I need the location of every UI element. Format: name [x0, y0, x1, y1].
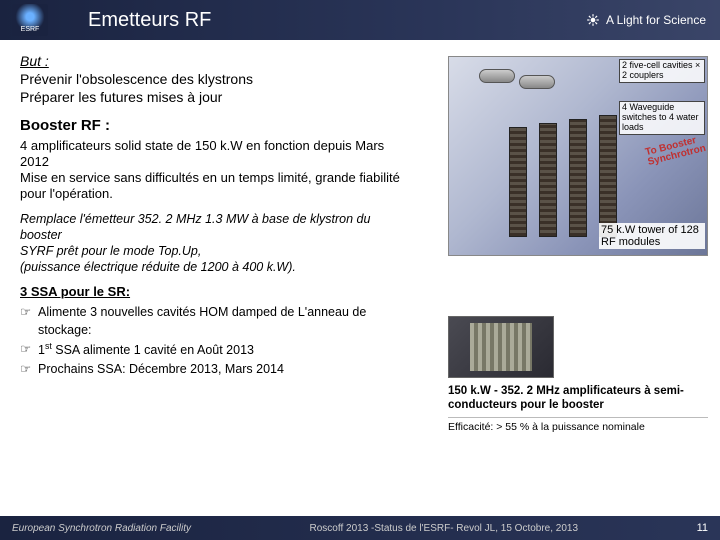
amplifier-box: 150 k.W - 352. 2 MHz amplificateurs à se… [448, 316, 708, 433]
esrf-logo: ESRF [12, 4, 48, 36]
tower-shape [569, 119, 587, 237]
sr-b2-pre: 1 [38, 343, 45, 357]
sr-bullets: ☞ Alimente 3 nouvelles cavités HOM dampe… [20, 303, 420, 379]
hand-icon: ☞ [20, 303, 38, 341]
tagline: A Light for Science [586, 13, 706, 27]
footer-center: Roscoff 2013 -Status de l'ESRF- Revol JL… [191, 523, 697, 534]
replace-l1: Remplace l'émetteur 352. 2 MHz 1.3 MW à … [20, 212, 370, 242]
sr-b1-text: Alimente 3 nouvelles cavités HOM damped … [38, 303, 420, 341]
tagline-text: A Light for Science [606, 13, 706, 27]
replace-l2: SYRF prêt pour le mode Top.Up, [20, 244, 201, 258]
cavity-shape [519, 75, 555, 89]
replace-l3: (puissance électrique réduite de 1200 à … [20, 260, 296, 274]
annotation-cavities: 2 five-cell cavities × 2 couplers [619, 59, 705, 83]
tower-shape [599, 115, 617, 237]
hand-icon: ☞ [20, 340, 38, 360]
but-line1: Prévenir l'obsolescence des klystrons [20, 71, 253, 87]
but-label: But : [20, 53, 49, 69]
booster-p1: 4 amplificateurs solid state de 150 k.W … [20, 138, 384, 169]
sr-bullet-2: ☞ 1st SSA alimente 1 cavité en Août 2013 [20, 340, 420, 360]
footer-bar: European Synchrotron Radiation Facility … [0, 516, 720, 540]
but-line2: Préparer les futures mises à jour [20, 89, 222, 105]
slide: ESRF Emetteurs RF A Light for Science Bu… [0, 0, 720, 540]
amplifier-photo [448, 316, 554, 378]
booster-p2: Mise en service sans difficultés en un t… [20, 170, 400, 201]
hand-icon: ☞ [20, 360, 38, 379]
sr-bullet-1: ☞ Alimente 3 nouvelles cavités HOM dampe… [20, 303, 420, 341]
sr-b2-text: 1st SSA alimente 1 cavité en Août 2013 [38, 340, 254, 360]
header-bar: ESRF Emetteurs RF A Light for Science [0, 0, 720, 40]
replace-para: Remplace l'émetteur 352. 2 MHz 1.3 MW à … [20, 211, 400, 276]
cavity-shape [479, 69, 515, 83]
tower-shape [509, 127, 527, 237]
amplifier-caption: 150 k.W - 352. 2 MHz amplificateurs à se… [448, 385, 708, 413]
tower-shape [539, 123, 557, 237]
footer-left: European Synchrotron Radiation Facility [12, 523, 191, 534]
efficiency-text: Efficacité: > 55 % à la puissance nomina… [448, 417, 708, 434]
annotation-waveguide: 4 Waveguide switches to 4 water loads [619, 101, 705, 135]
rf-3d-render: 2 five-cell cavities × 2 couplers 4 Wave… [448, 56, 708, 256]
sr-b3-text: Prochains SSA: Décembre 2013, Mars 2014 [38, 360, 284, 379]
booster-para: 4 amplificateurs solid state de 150 k.W … [20, 138, 410, 203]
booster-stamp: To Booster Synchrotron [644, 134, 707, 168]
page-number: 11 [697, 522, 708, 534]
sr-b2-sup: st [45, 341, 52, 351]
right-panel: 2 five-cell cavities × 2 couplers 4 Wave… [448, 56, 708, 433]
page-title: Emetteurs RF [88, 9, 211, 32]
sr-b2-post: SSA alimente 1 cavité en Août 2013 [52, 343, 254, 357]
sr-bullet-3: ☞ Prochains SSA: Décembre 2013, Mars 201… [20, 360, 420, 379]
light-icon [586, 13, 600, 27]
annotation-tower: 75 k.W tower of 128 RF modules [599, 223, 705, 249]
